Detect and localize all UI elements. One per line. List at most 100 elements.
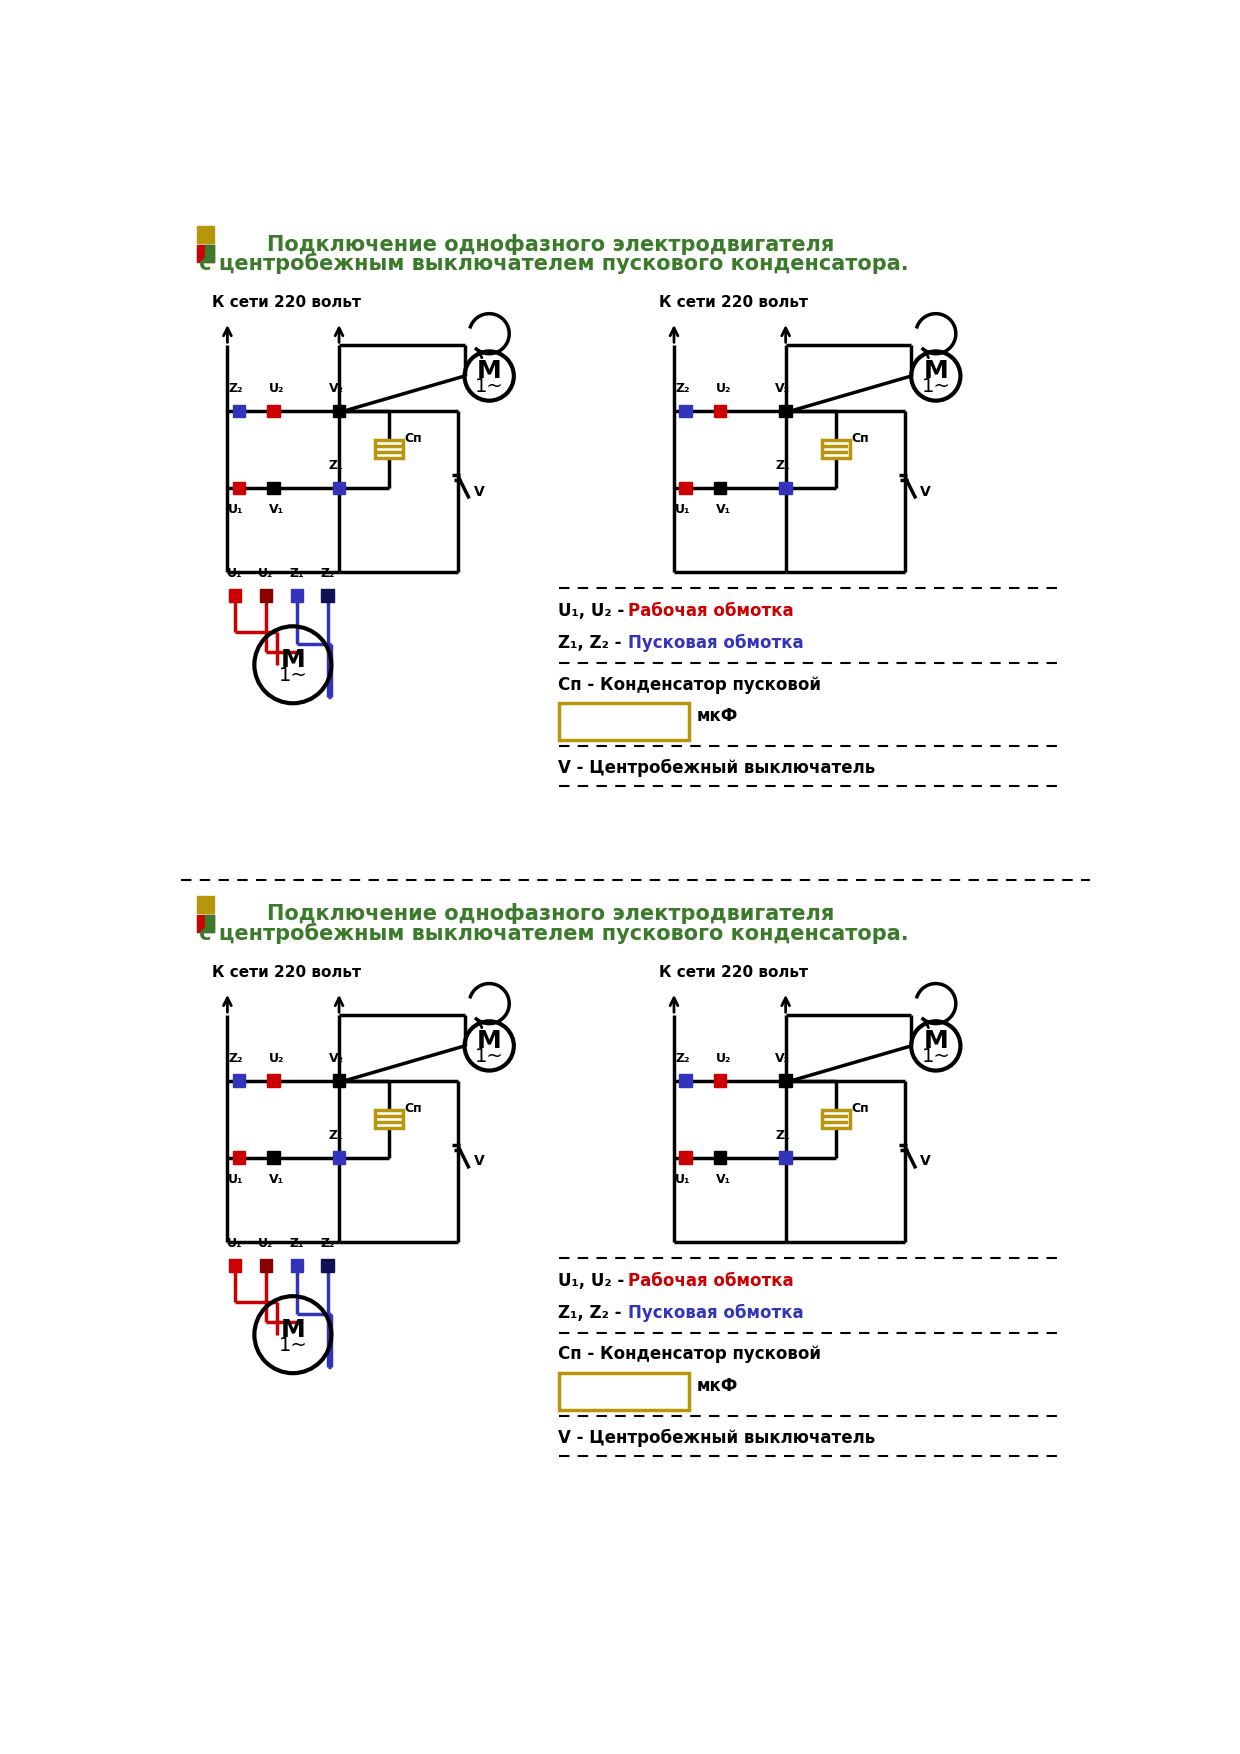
Text: M: M (477, 360, 501, 384)
Bar (780, 482, 792, 495)
Text: U₁, U₂ -: U₁, U₂ - (558, 1272, 630, 1289)
Bar (680, 482, 692, 495)
Bar (332, 1151, 345, 1163)
Text: 1~: 1~ (475, 377, 503, 396)
Text: Пусковая обмотка: Пусковая обмотка (627, 633, 804, 652)
Bar (332, 1075, 345, 1087)
Bar (822, 440, 849, 458)
Bar (714, 405, 727, 417)
Bar (233, 482, 246, 495)
Bar (259, 1259, 272, 1272)
Text: Cп: Cп (404, 431, 422, 446)
Bar (197, 916, 213, 931)
Bar (332, 405, 345, 417)
Text: Z₂: Z₂ (228, 382, 243, 395)
Text: U₂: U₂ (258, 1237, 274, 1251)
Bar (290, 1259, 303, 1272)
Bar (233, 405, 246, 417)
Text: К сети 220 вольт: К сети 220 вольт (658, 295, 807, 310)
Bar (268, 405, 280, 417)
Text: V₂: V₂ (329, 382, 343, 395)
Bar (780, 1151, 792, 1163)
Text: Z₁: Z₁ (329, 460, 343, 472)
Text: Cп: Cп (851, 431, 869, 446)
Text: 1~: 1~ (475, 1047, 503, 1066)
Text: мкФ: мкФ (697, 707, 739, 726)
Bar (558, 1373, 689, 1410)
Text: V: V (920, 484, 931, 498)
Text: M: M (924, 360, 949, 384)
Text: 1~: 1~ (921, 1047, 950, 1066)
Text: M: M (477, 1030, 501, 1054)
Text: с центробежным выключателем пускового конденсатора.: с центробежным выключателем пускового ко… (192, 253, 909, 274)
Text: V₁: V₁ (269, 1173, 284, 1186)
Text: Z₂: Z₂ (676, 1052, 689, 1065)
Bar (680, 1075, 692, 1087)
Text: Cп: Cп (404, 1102, 422, 1116)
Text: мкФ: мкФ (697, 1377, 739, 1394)
Bar (205, 916, 213, 931)
Text: V: V (920, 1154, 931, 1168)
Bar (205, 246, 213, 261)
Bar (233, 1151, 246, 1163)
Text: с центробежным выключателем пускового конденсатора.: с центробежным выключателем пускового ко… (192, 923, 909, 944)
Bar (332, 482, 345, 495)
Text: Z₂: Z₂ (676, 382, 689, 395)
Text: U₂: U₂ (269, 382, 284, 395)
Text: Z₁: Z₁ (329, 1130, 343, 1142)
Bar (822, 1110, 849, 1128)
Text: Сп - Конденсатор пусковой: Сп - Конденсатор пусковой (558, 1345, 821, 1363)
Text: Z₂: Z₂ (228, 1052, 243, 1065)
Text: U₂: U₂ (269, 1052, 284, 1065)
Bar (376, 1110, 403, 1128)
Text: Сп - Конденсатор пусковой: Сп - Конденсатор пусковой (558, 675, 821, 693)
Text: U₁, U₂ -: U₁, U₂ - (558, 602, 630, 619)
Text: U₁: U₁ (228, 1173, 243, 1186)
Bar (233, 1075, 246, 1087)
Text: U₁: U₁ (675, 1173, 691, 1186)
Bar (197, 896, 213, 912)
Bar (714, 1151, 727, 1163)
Text: Рабочая обмотка: Рабочая обмотка (627, 602, 794, 619)
Bar (714, 482, 727, 495)
Text: Z₂: Z₂ (320, 1237, 335, 1251)
Text: Z₁: Z₁ (289, 567, 304, 581)
Bar (321, 589, 334, 602)
Text: К сети 220 вольт: К сети 220 вольт (658, 965, 807, 980)
Text: Подключение однофазного электродвигателя: Подключение однофазного электродвигателя (267, 233, 835, 254)
Bar (229, 1259, 242, 1272)
Text: V₂: V₂ (775, 1052, 790, 1065)
Text: Z₁: Z₁ (775, 460, 790, 472)
Text: Z₂: Z₂ (320, 567, 335, 581)
Text: Рабочая обмотка: Рабочая обмотка (627, 1272, 794, 1289)
Bar (376, 440, 403, 458)
Text: Z₁: Z₁ (775, 1130, 790, 1142)
Bar (321, 1259, 334, 1272)
Text: Подключение однофазного электродвигателя: Подключение однофазного электродвигателя (267, 903, 835, 924)
Text: M: M (280, 1317, 305, 1342)
Bar (197, 246, 213, 261)
Bar (780, 405, 792, 417)
Text: U₂: U₂ (258, 567, 274, 581)
Text: U₁: U₁ (227, 1237, 243, 1251)
Text: 1~: 1~ (279, 667, 308, 686)
Text: V₂: V₂ (775, 382, 790, 395)
Text: V - Центробежный выключатель: V - Центробежный выключатель (558, 1428, 875, 1447)
Bar (268, 1151, 280, 1163)
Text: 1~: 1~ (279, 1337, 308, 1354)
Bar (229, 589, 242, 602)
Text: U₂: U₂ (715, 1052, 730, 1065)
Text: Пусковая обмотка: Пусковая обмотка (627, 1303, 804, 1323)
Bar (680, 1151, 692, 1163)
Text: Z₁: Z₁ (289, 1237, 304, 1251)
Text: M: M (280, 649, 305, 672)
Text: U₁: U₁ (675, 503, 691, 516)
Text: U₂: U₂ (715, 382, 730, 395)
Bar (680, 405, 692, 417)
Text: V₁: V₁ (715, 1173, 730, 1186)
Text: К сети 220 вольт: К сети 220 вольт (212, 295, 361, 310)
Text: V: V (474, 484, 485, 498)
Text: V₁: V₁ (269, 503, 284, 516)
Bar (714, 1075, 727, 1087)
Text: U₁: U₁ (228, 503, 243, 516)
